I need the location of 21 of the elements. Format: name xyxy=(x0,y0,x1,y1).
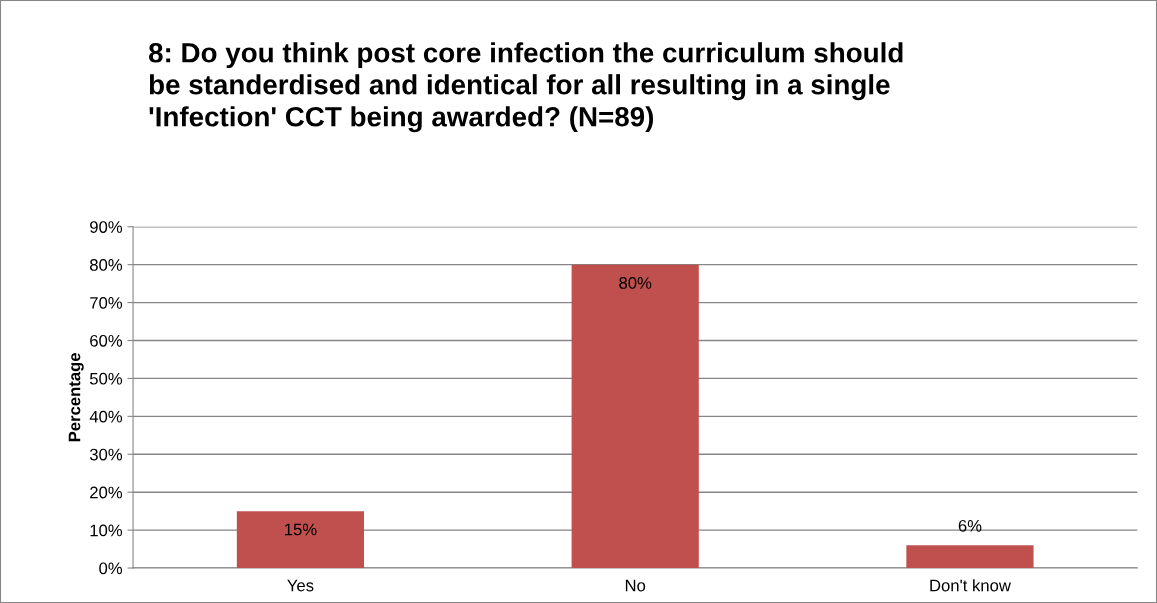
y-tick-label: 30% xyxy=(89,448,123,461)
y-tick-label: 60% xyxy=(90,334,123,347)
x-tick-label: No xyxy=(625,579,646,592)
y-tick-label: 20% xyxy=(90,486,123,499)
data-label: 6% xyxy=(958,519,982,532)
x-tick-label: Yes xyxy=(287,579,314,592)
bar xyxy=(236,511,365,569)
y-tick-label: 50% xyxy=(89,372,123,385)
data-label: 15% xyxy=(285,523,317,536)
bar xyxy=(906,545,1034,569)
chart-title: 8: Do you think post core infection the curriculum should be standerdised and identical for all resulting in a single 'Infection' CCT being awarded? (N=89) xyxy=(148,42,903,133)
data-label: 80% xyxy=(619,277,652,289)
y-axis-title: Percentage xyxy=(68,353,84,442)
y-tick-label: 0% xyxy=(99,562,123,575)
y-tick-label: 10% xyxy=(90,524,123,537)
y-tick-label: 90% xyxy=(90,221,123,233)
y-tick-label: 80% xyxy=(90,259,123,271)
x-tick-label: Don't know xyxy=(930,579,1011,592)
y-tick-label: 70% xyxy=(90,296,123,309)
bar xyxy=(571,264,699,569)
y-tick-label: 40% xyxy=(89,410,123,423)
